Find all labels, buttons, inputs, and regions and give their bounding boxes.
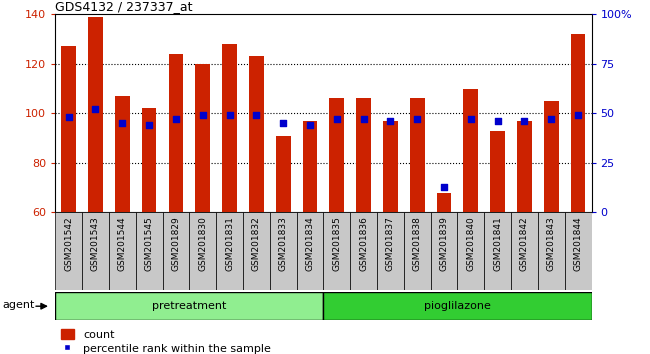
Point: [546, 116, 556, 122]
Text: GSM201832: GSM201832: [252, 216, 261, 271]
Bar: [463, 88, 478, 212]
Bar: [136, 212, 162, 290]
Text: GSM201844: GSM201844: [573, 216, 582, 271]
Point: [439, 184, 449, 189]
Text: GSM201843: GSM201843: [547, 216, 556, 271]
Text: GSM201542: GSM201542: [64, 216, 73, 271]
Bar: [356, 98, 371, 212]
Bar: [377, 212, 404, 290]
Bar: [216, 212, 243, 290]
Bar: [276, 136, 291, 212]
Text: GSM201842: GSM201842: [520, 216, 529, 271]
Bar: [296, 212, 324, 290]
Bar: [517, 121, 532, 212]
Bar: [162, 212, 189, 290]
Point: [332, 116, 342, 122]
Bar: [189, 212, 216, 290]
Bar: [249, 56, 264, 212]
Bar: [430, 212, 458, 290]
Bar: [490, 131, 505, 212]
Bar: [61, 46, 76, 212]
Point: [144, 122, 154, 128]
Bar: [243, 212, 270, 290]
Text: GSM201834: GSM201834: [306, 216, 315, 271]
Text: GSM201833: GSM201833: [279, 216, 288, 271]
Text: GSM201838: GSM201838: [413, 216, 422, 271]
Bar: [437, 193, 451, 212]
Bar: [458, 212, 484, 290]
Bar: [383, 121, 398, 212]
Point: [171, 116, 181, 122]
Bar: [324, 292, 592, 320]
Point: [358, 116, 369, 122]
Text: GSM201545: GSM201545: [144, 216, 153, 271]
Bar: [350, 212, 377, 290]
Text: GSM201831: GSM201831: [225, 216, 234, 271]
Bar: [270, 212, 296, 290]
Point: [251, 113, 261, 118]
Text: GDS4132 / 237337_at: GDS4132 / 237337_at: [55, 0, 193, 13]
Bar: [538, 212, 565, 290]
Bar: [484, 212, 511, 290]
Bar: [55, 292, 324, 320]
Text: GSM201840: GSM201840: [466, 216, 475, 271]
Text: GSM201835: GSM201835: [332, 216, 341, 271]
Bar: [142, 108, 157, 212]
Text: GSM201544: GSM201544: [118, 216, 127, 271]
Text: GSM201839: GSM201839: [439, 216, 448, 271]
Point: [412, 116, 423, 122]
Bar: [55, 212, 82, 290]
Bar: [303, 121, 317, 212]
Point: [64, 114, 74, 120]
Point: [305, 122, 315, 128]
Point: [519, 118, 530, 124]
Bar: [109, 212, 136, 290]
Bar: [196, 64, 210, 212]
Bar: [168, 54, 183, 212]
Bar: [571, 34, 586, 212]
Text: pretreatment: pretreatment: [152, 301, 226, 311]
Bar: [511, 212, 538, 290]
Legend: count, percentile rank within the sample: count, percentile rank within the sample: [61, 330, 271, 354]
Text: GSM201830: GSM201830: [198, 216, 207, 271]
Bar: [88, 17, 103, 212]
Bar: [404, 212, 430, 290]
Point: [493, 118, 503, 124]
Bar: [330, 98, 344, 212]
Point: [117, 120, 127, 126]
Text: GSM201841: GSM201841: [493, 216, 502, 271]
Text: GSM201836: GSM201836: [359, 216, 368, 271]
Text: GSM201837: GSM201837: [386, 216, 395, 271]
Text: pioglilazone: pioglilazone: [424, 301, 491, 311]
Bar: [565, 212, 592, 290]
Point: [465, 116, 476, 122]
Bar: [544, 101, 558, 212]
Point: [90, 107, 101, 112]
Bar: [82, 212, 109, 290]
Point: [573, 113, 583, 118]
Point: [198, 113, 208, 118]
Bar: [324, 212, 350, 290]
Bar: [410, 98, 424, 212]
Bar: [115, 96, 129, 212]
Bar: [222, 44, 237, 212]
Point: [278, 120, 289, 126]
Text: GSM201829: GSM201829: [172, 216, 181, 271]
Point: [224, 113, 235, 118]
Point: [385, 118, 396, 124]
Text: GSM201543: GSM201543: [91, 216, 100, 271]
Text: agent: agent: [3, 300, 35, 310]
